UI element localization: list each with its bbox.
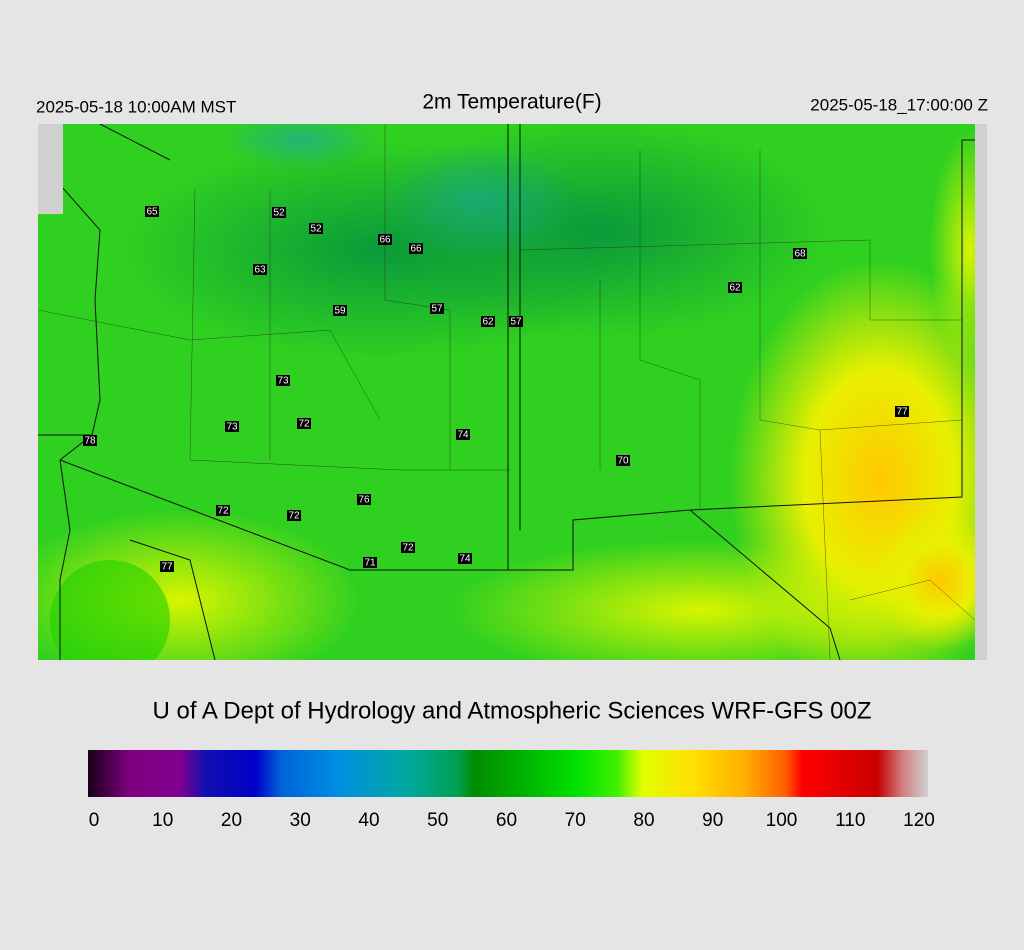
- station-box: [728, 282, 742, 293]
- station-value: 57: [431, 304, 443, 315]
- station-box: [401, 542, 415, 553]
- station-value: 74: [459, 554, 471, 565]
- colorbar-tick-label: 40: [358, 810, 379, 831]
- station-value: 62: [482, 317, 494, 328]
- station-value: 68: [794, 249, 806, 260]
- utc-time: 2025-05-18_17:00:00 Z: [810, 95, 988, 114]
- station: 52: [272, 207, 286, 219]
- colorbar-tick-label: 20: [221, 810, 242, 831]
- station: 74: [456, 429, 470, 441]
- station-box: [378, 234, 392, 245]
- station: 72: [287, 510, 301, 522]
- station: 77: [895, 406, 909, 418]
- station: 62: [481, 316, 495, 328]
- station: 68: [793, 248, 807, 260]
- station-box: [160, 561, 174, 572]
- station-box: [409, 243, 423, 254]
- station-box: [430, 303, 444, 314]
- station-value: 62: [729, 283, 741, 294]
- station: 72: [297, 418, 311, 430]
- colorbar-tick-label: 120: [903, 810, 935, 831]
- station-value: 72: [217, 506, 229, 517]
- station-box: [357, 494, 371, 505]
- station-value: 76: [358, 495, 370, 506]
- station-box: [793, 248, 807, 259]
- station-value: 52: [310, 224, 322, 235]
- station: 66: [409, 243, 423, 255]
- station-box: [481, 316, 495, 327]
- station-value: 77: [161, 562, 173, 573]
- station: 73: [225, 421, 239, 433]
- station: 72: [401, 542, 415, 554]
- station-value: 74: [457, 430, 469, 441]
- station-value: 63: [254, 265, 266, 276]
- station: 71: [363, 557, 377, 569]
- station: 74: [458, 553, 472, 565]
- station: 78: [83, 435, 97, 447]
- station-box: [309, 223, 323, 234]
- station-value: 59: [334, 306, 346, 317]
- station-value: 73: [226, 422, 238, 433]
- station-box: [333, 305, 347, 316]
- station: 66: [378, 234, 392, 246]
- station-value: 70: [617, 456, 629, 467]
- station: 77: [160, 561, 174, 573]
- station: 57: [430, 303, 444, 315]
- colorbar-tick-label: 110: [835, 810, 865, 831]
- station-box: [287, 510, 301, 521]
- station: 76: [357, 494, 371, 506]
- colorbar-tick-label: 100: [766, 810, 798, 831]
- station: 65: [145, 206, 159, 218]
- station-value: 66: [410, 244, 422, 255]
- station-value: 72: [298, 419, 310, 430]
- colorbar-tick-label: 70: [565, 810, 586, 831]
- station-box: [297, 418, 311, 429]
- station: 63: [253, 264, 267, 276]
- station-box: [456, 429, 470, 440]
- station-value: 78: [84, 436, 96, 447]
- colorbar-tick-label: 60: [496, 810, 517, 831]
- station-value: 66: [379, 235, 391, 246]
- station-box: [276, 375, 290, 386]
- station-value: 52: [273, 208, 285, 219]
- colorbar-tick-label: 0: [89, 810, 100, 831]
- colorbar-tick-label: 80: [633, 810, 654, 831]
- station: 72: [216, 505, 230, 517]
- station: 52: [309, 223, 323, 235]
- station-value: 71: [364, 558, 376, 569]
- station-box: [253, 264, 267, 275]
- station-value: 77: [896, 407, 908, 418]
- colorbar-tick-label: 10: [152, 810, 173, 831]
- station-box: [509, 316, 523, 327]
- station-value: 72: [402, 543, 414, 554]
- station: 57: [509, 316, 523, 328]
- colorbar-tick-label: 90: [702, 810, 723, 831]
- station-value: 72: [288, 511, 300, 522]
- station: 73: [276, 375, 290, 387]
- map: [38, 124, 987, 660]
- station: 70: [616, 455, 630, 467]
- colorbar-tick-label: 50: [427, 810, 448, 831]
- station-box: [216, 505, 230, 516]
- station-box: [272, 207, 286, 218]
- local-time: 2025-05-18 10:00AM MST: [36, 97, 236, 116]
- station-box: [83, 435, 97, 446]
- station-value: 73: [277, 376, 289, 387]
- station-box: [616, 455, 630, 466]
- station-box: [458, 553, 472, 564]
- station-value: 57: [510, 317, 522, 328]
- colorbar: [88, 750, 928, 797]
- map-title: 2m Temperature(F): [422, 91, 601, 114]
- station: 62: [728, 282, 742, 294]
- station-box: [895, 406, 909, 417]
- station: 59: [333, 305, 347, 317]
- station-box: [363, 557, 377, 568]
- station-box: [225, 421, 239, 432]
- colorbar-tick-label: 30: [290, 810, 311, 831]
- source-credit: U of A Dept of Hydrology and Atmospheric…: [153, 697, 872, 724]
- station-box: [145, 206, 159, 217]
- station-value: 65: [146, 207, 158, 218]
